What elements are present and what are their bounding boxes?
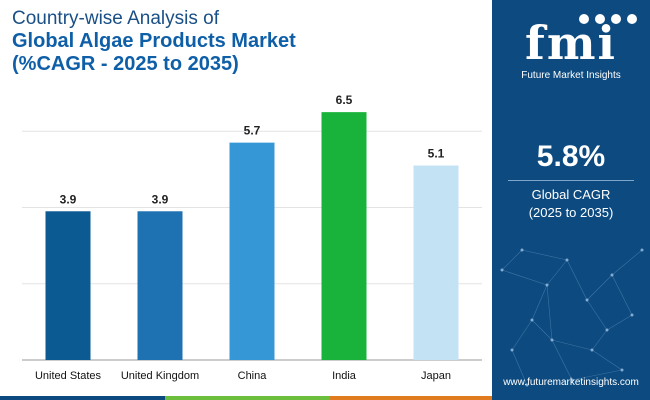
x-tick-label: Japan <box>421 370 451 382</box>
global-cagr-value: 5.8% <box>536 140 606 173</box>
network-node <box>585 298 589 302</box>
network-line <box>531 284 548 321</box>
chart-subtitle: (%CAGR - 2025 to 2035) <box>12 53 239 75</box>
sidebar-panel: fmi Future Market Insights 5.8% Global C… <box>492 0 650 400</box>
network-node <box>565 258 569 262</box>
network-line <box>546 259 568 286</box>
network-line <box>566 259 588 301</box>
chart-title-main: Global Algae Products Market <box>12 30 296 52</box>
network-line <box>511 349 528 386</box>
cagr-label-line1: Global CAGR <box>531 187 611 202</box>
network-line <box>586 274 613 301</box>
network-node <box>530 318 534 322</box>
logo-text: fmi <box>525 16 617 70</box>
network-line <box>521 249 568 261</box>
network-line <box>501 249 523 271</box>
data-label: 6.5 <box>336 93 353 107</box>
data-label: 5.1 <box>428 147 445 161</box>
data-label: 3.9 <box>152 192 169 206</box>
logo-icons <box>579 14 637 24</box>
footer-color-bar <box>0 396 492 400</box>
website-link[interactable]: www.futuremarketinsights.com <box>503 377 639 388</box>
network-line <box>571 369 623 381</box>
fmi-logo: fmi Future Market Insights <box>492 8 650 81</box>
bar-united-kingdom <box>137 211 183 360</box>
footer-segment <box>165 396 330 400</box>
bar-united-states <box>45 211 91 360</box>
x-tick-label: United States <box>35 370 102 382</box>
network-node <box>545 283 549 287</box>
cagr-divider <box>508 180 634 181</box>
chart-title: Country-wise Analysis of <box>12 8 219 29</box>
global-cagr-label: Global CAGR (2025 to 2035) <box>492 186 650 222</box>
footer-segment <box>0 396 165 400</box>
footer-segment <box>330 396 492 400</box>
network-node <box>620 368 624 372</box>
network-node <box>550 338 554 342</box>
network-line <box>611 249 643 276</box>
network-node <box>590 348 594 352</box>
network-line <box>551 339 593 351</box>
network-node <box>570 378 574 382</box>
cagr-label-line2: (2025 to 2035) <box>528 205 614 220</box>
network-node <box>640 248 644 252</box>
x-tick-label: United Kingdom <box>121 370 199 382</box>
network-line <box>531 319 553 341</box>
bar-india <box>321 112 367 360</box>
chart-title-block: Country-wise Analysis of Global Algae Pr… <box>12 8 482 76</box>
network-line <box>606 314 633 331</box>
x-tick-label: India <box>332 370 357 382</box>
network-line <box>511 319 533 351</box>
network-node <box>525 383 529 387</box>
x-tick-label: China <box>238 370 268 382</box>
logo-subtitle: Future Market Insights <box>521 70 621 81</box>
network-node <box>610 273 614 277</box>
bar-japan <box>413 165 459 360</box>
data-label: 3.9 <box>60 192 77 206</box>
network-node <box>500 268 504 272</box>
network-line <box>611 274 633 316</box>
bar-chart: 3.9 United States 3.9 United Kingdom 5.7 Chin… <box>22 93 482 382</box>
network-line <box>591 329 608 351</box>
network-node <box>510 348 514 352</box>
network-node <box>520 248 524 252</box>
network-line <box>546 284 553 341</box>
network-line <box>586 299 608 331</box>
network-node <box>605 328 609 332</box>
network-line <box>551 339 573 381</box>
network-decoration <box>500 248 644 387</box>
data-label: 5.7 <box>244 124 261 138</box>
network-node <box>630 313 634 317</box>
network-line <box>591 349 623 371</box>
network-line <box>501 269 548 286</box>
bar-china <box>229 142 275 360</box>
